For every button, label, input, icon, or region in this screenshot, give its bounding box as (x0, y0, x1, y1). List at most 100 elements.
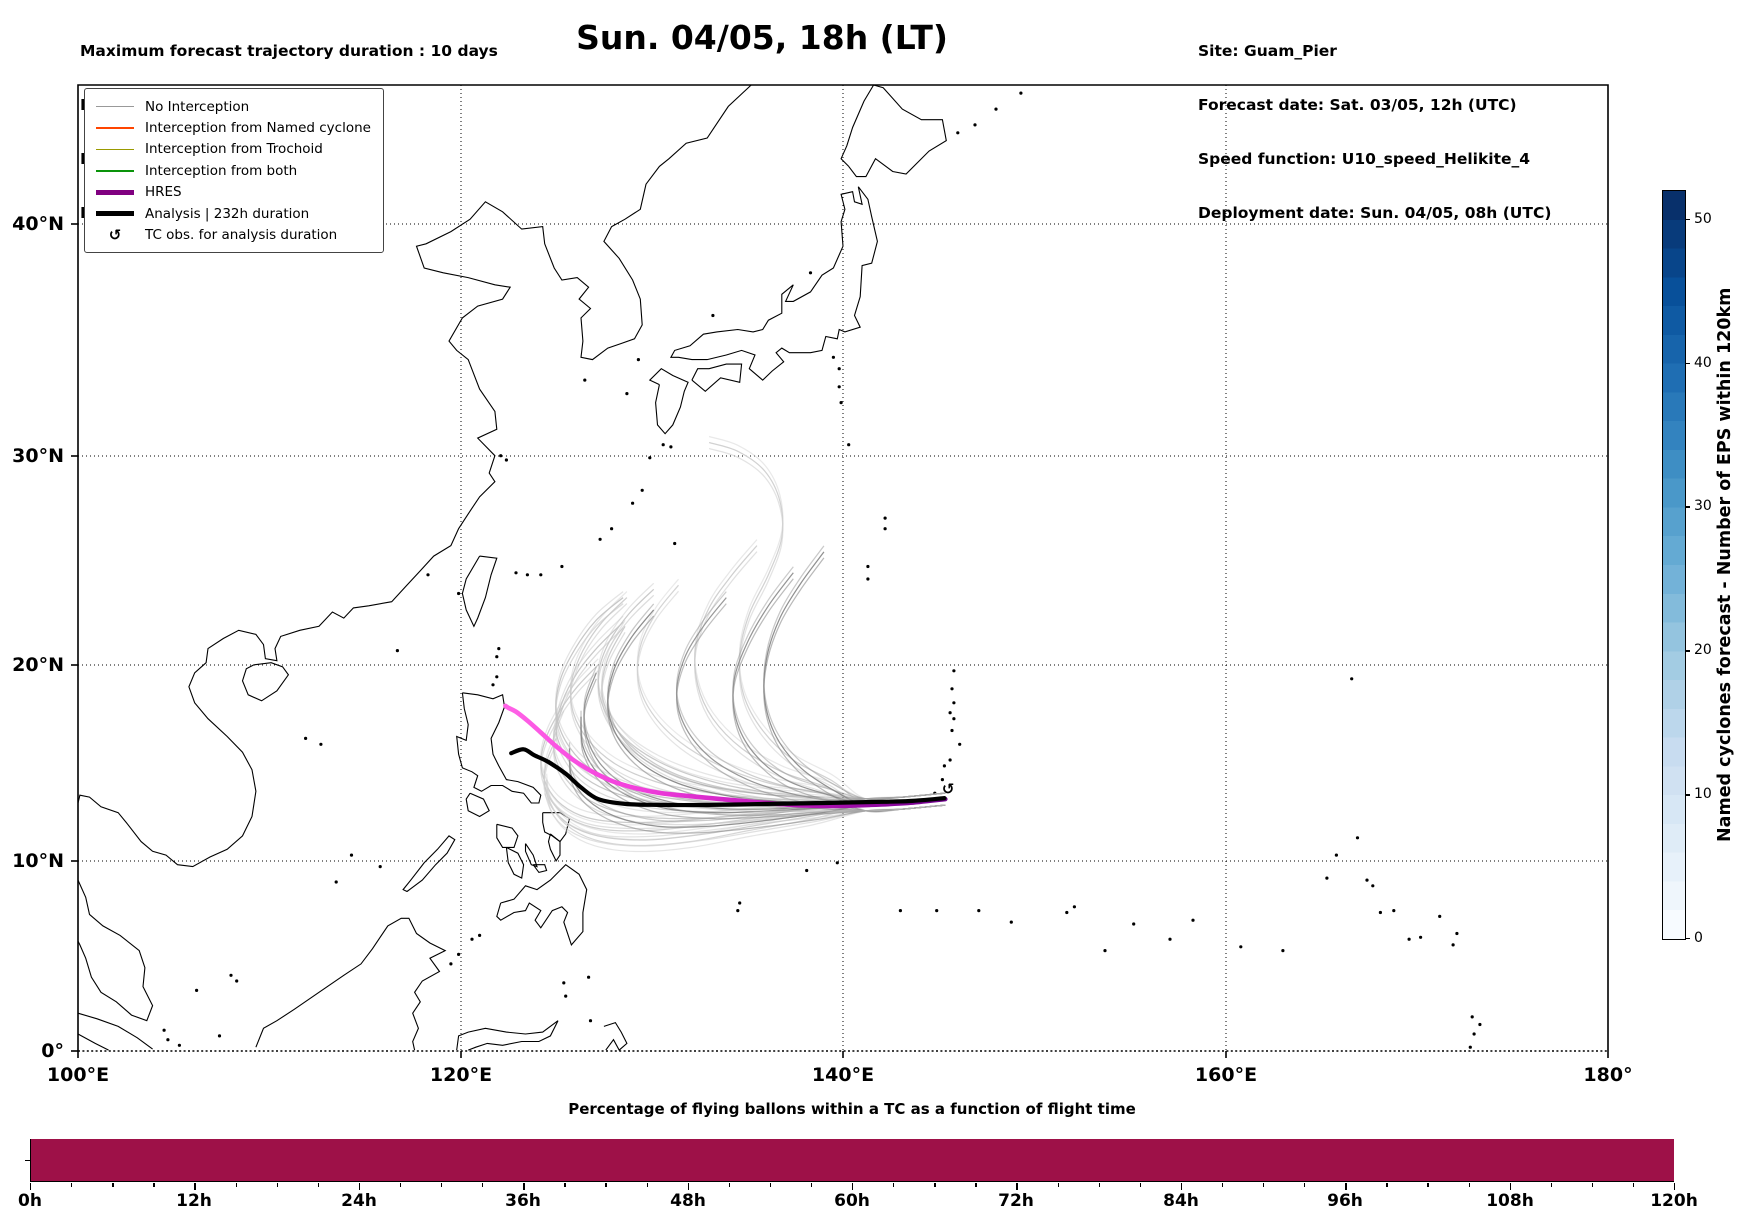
bar-bottom-spine (30, 1181, 1674, 1182)
bar-x-label: 0h (18, 1191, 42, 1211)
y-tick-label: 40°N (12, 213, 64, 235)
legend-line (96, 127, 134, 129)
island-dot (952, 701, 956, 705)
island-dot (395, 649, 399, 653)
island-dot (1451, 943, 1455, 947)
bar-minor-tick (1139, 1182, 1142, 1187)
site-info-block: Site: Guam_Pier Forecast date: Sat. 03/0… (1198, 6, 1551, 258)
ensemble-track (732, 566, 946, 800)
island-dot (426, 573, 430, 577)
bar-minor-tick (1427, 1182, 1429, 1187)
coastline (456, 692, 542, 804)
ensemble-track (675, 603, 946, 812)
x-tick-label: 120°E (430, 1064, 492, 1086)
island-dot (378, 865, 382, 869)
island-dot (711, 313, 715, 318)
island-dot (866, 577, 870, 581)
island-dot (837, 385, 841, 389)
colorbar-tick-label: 0 (1694, 930, 1703, 946)
island-dot (166, 1038, 170, 1042)
y-tick-label: 20°N (12, 654, 64, 676)
x-tick-labels: 100°E 120°E 140°E 160°E 180° (47, 1064, 1633, 1086)
colorbar-ticks: 0 10 20 30 40 50 (1662, 190, 1732, 946)
bar-minor-tick (112, 1182, 114, 1187)
island-dot (491, 683, 495, 687)
island-dot (952, 669, 956, 673)
legend-label: HRES (145, 184, 182, 201)
colorbar-tick (1685, 650, 1690, 652)
legend-line (96, 211, 134, 216)
bar-minor-tick (646, 1182, 648, 1187)
x-tick-label: 100°E (47, 1064, 109, 1086)
coastline (456, 1020, 559, 1051)
island-dot (1438, 914, 1442, 919)
bar-major-tick (852, 1182, 854, 1190)
island-dot (514, 571, 518, 575)
island-dot (1019, 91, 1023, 95)
ensemble-track (545, 773, 946, 841)
island-dot (935, 909, 939, 913)
legend-swatch-analysis (95, 211, 135, 216)
island-dot (1009, 920, 1013, 924)
bar-minor-tick (564, 1182, 566, 1187)
island-dot (948, 711, 952, 715)
bar-major-tick (1180, 1182, 1183, 1190)
ensemble-track (708, 435, 946, 801)
legend-swatch-trochoid (95, 148, 135, 151)
island-dot (1350, 677, 1354, 681)
coastline (77, 1033, 109, 1051)
coastline (461, 555, 498, 628)
ensemble-track (607, 615, 946, 812)
bar-minor-tick (605, 1182, 607, 1187)
bar-minor-tick (975, 1182, 977, 1187)
island-dot (942, 764, 947, 768)
bar-minor-tick (893, 1182, 895, 1187)
ensemble-track (763, 557, 946, 813)
ensemble-track (675, 591, 946, 800)
island-dot (835, 861, 839, 865)
island-dots (162, 91, 1482, 1049)
legend-line (96, 190, 134, 195)
bar-chart-title: Percentage of flying ballons within a TC… (568, 1100, 1136, 1118)
bar-x-label: 48h (670, 1191, 706, 1211)
tc-obs-icon: ↺ (942, 780, 955, 798)
island-dot (499, 454, 503, 458)
coastline (255, 917, 447, 1051)
legend-swatch-no-interception (95, 105, 135, 108)
island-dot (525, 573, 530, 577)
island-dot (1407, 937, 1411, 941)
colorbar-tick (1685, 506, 1690, 508)
bar-x-label: 72h (998, 1191, 1034, 1211)
island-dot (562, 981, 566, 985)
coastline (77, 1012, 153, 1050)
island-dot (898, 909, 903, 913)
ensemble-track (552, 698, 946, 814)
island-dot (319, 742, 323, 746)
ensemble-track (583, 666, 946, 804)
legend-line (96, 170, 134, 172)
island-dot (1334, 853, 1338, 857)
island-dot (457, 952, 461, 957)
bar-left-spine (30, 1139, 31, 1181)
bar-minor-tick (399, 1182, 402, 1187)
colorbar-tick (1685, 938, 1690, 940)
bar-minor-tick (1386, 1182, 1388, 1187)
island-dot (636, 358, 641, 362)
trajectories: ↺ (503, 435, 955, 853)
island-dot (449, 962, 453, 966)
legend-line (96, 105, 134, 108)
colorbar-tick (1685, 794, 1690, 796)
bar-minor-tick (1057, 1182, 1059, 1187)
legend-label: Analysis | 232h duration (145, 205, 310, 222)
analysis-track (509, 747, 947, 808)
bar-major-tick (523, 1182, 525, 1190)
ensemble-track (555, 591, 946, 800)
ensemble-track (636, 578, 946, 801)
island-dot (648, 456, 652, 460)
island-dot (235, 979, 239, 983)
bar-minor-tick (235, 1182, 237, 1187)
coastline (77, 84, 752, 868)
legend-label: TC obs. for analysis duration (145, 227, 338, 244)
